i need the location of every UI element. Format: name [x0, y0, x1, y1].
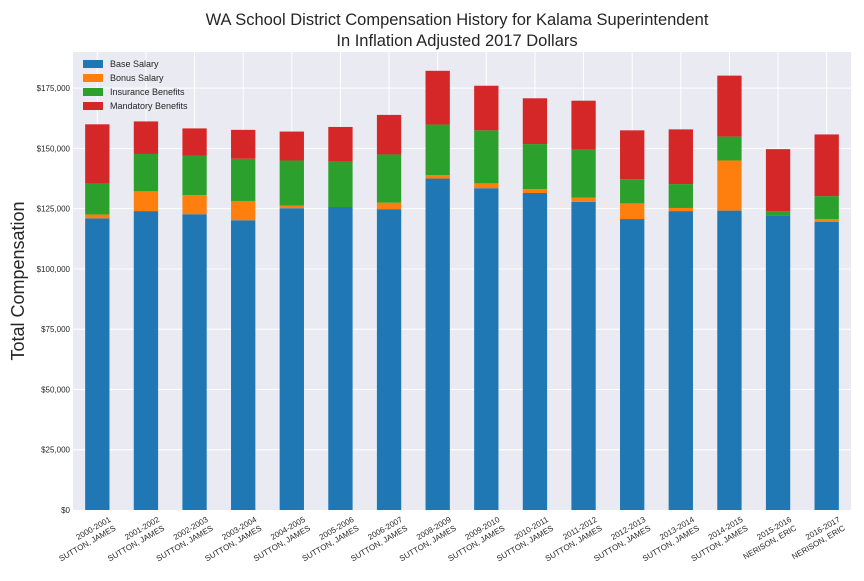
bar-base-salary: [668, 211, 693, 511]
bar-mandatory-benefits: [668, 129, 693, 185]
bar-bonus-salary: [620, 203, 645, 220]
bar-base-salary: [231, 220, 256, 510]
chart-title: WA School District Compensation History …: [206, 11, 709, 29]
bar-mandatory-benefits: [425, 70, 450, 125]
bar-bonus-salary: [522, 189, 548, 194]
bar-mandatory-benefits: [85, 124, 110, 184]
bar-bonus-salary: [571, 197, 596, 202]
bar-base-salary: [474, 188, 499, 510]
bar-bonus-salary: [376, 202, 402, 210]
y-axis-label: Total Compensation: [8, 201, 28, 360]
bar-base-salary: [279, 208, 304, 511]
bar-mandatory-benefits: [717, 75, 742, 137]
bar-base-salary: [133, 211, 159, 511]
bar-insurance-benefits: [231, 158, 256, 201]
bar-base-salary: [85, 218, 110, 511]
legend-label: Base Salary: [110, 59, 159, 69]
bar-mandatory-benefits: [522, 98, 548, 145]
bar-insurance-benefits: [717, 136, 742, 161]
bar-bonus-salary: [182, 195, 207, 215]
y-tick-label: $75,000: [41, 325, 70, 334]
bar-base-salary: [376, 209, 402, 510]
y-tick-label: $150,000: [37, 144, 71, 153]
bar-mandatory-benefits: [376, 114, 402, 155]
bar-base-salary: [522, 193, 548, 510]
bar-mandatory-benefits: [231, 129, 256, 159]
bar-base-salary: [717, 210, 742, 511]
bar-base-salary: [182, 214, 207, 510]
bar-insurance-benefits: [620, 179, 645, 204]
y-tick-label: $50,000: [41, 385, 70, 394]
bar-base-salary: [425, 178, 450, 511]
bar-mandatory-benefits: [133, 121, 159, 154]
bar-insurance-benefits: [765, 211, 791, 216]
bar-mandatory-benefits: [279, 131, 304, 161]
legend-swatch: [83, 74, 103, 82]
y-axis-ticks: $0 $25,000 $50,000 $75,000 $100,000 $125,000 $…: [37, 84, 71, 515]
y-tick-label: $100,000: [37, 265, 71, 274]
bar-mandatory-benefits: [571, 100, 596, 150]
bar-insurance-benefits: [279, 160, 304, 206]
legend-swatch: [83, 102, 103, 110]
bar-insurance-benefits: [328, 161, 353, 207]
bar-bonus-salary: [814, 219, 839, 222]
bar-bonus-salary: [717, 160, 742, 211]
legend: Base Salary Bonus Salary Insurance Benefit…: [83, 59, 188, 111]
legend-label: Insurance Benefits: [110, 87, 185, 97]
bar-mandatory-benefits: [474, 85, 499, 131]
bar-insurance-benefits: [814, 196, 839, 220]
bar-mandatory-benefits: [182, 128, 207, 156]
y-tick-label: $125,000: [37, 205, 71, 214]
bar-bonus-salary: [474, 183, 499, 189]
y-tick-label: $175,000: [37, 84, 71, 93]
bar-mandatory-benefits: [620, 130, 645, 180]
bar-mandatory-benefits: [765, 149, 791, 212]
bar-bonus-salary: [279, 205, 304, 209]
bar-insurance-benefits: [182, 155, 207, 196]
bar-bonus-salary: [425, 175, 450, 179]
bar-bonus-salary: [85, 214, 110, 219]
bar-insurance-benefits: [522, 144, 548, 190]
bar-insurance-benefits: [571, 149, 596, 198]
legend-label: Mandatory Benefits: [110, 101, 188, 111]
bar-mandatory-benefits: [814, 134, 839, 197]
legend-swatch: [83, 88, 103, 96]
chart-subtitle: In Inflation Adjusted 2017 Dollars: [336, 32, 577, 50]
bars: [85, 70, 839, 511]
bar-insurance-benefits: [668, 184, 693, 208]
bar-insurance-benefits: [376, 154, 402, 203]
bar-bonus-salary: [133, 191, 159, 212]
y-tick-label: $25,000: [41, 446, 70, 455]
bar-base-salary: [328, 206, 353, 511]
bar-base-salary: [620, 219, 645, 510]
legend-label: Bonus Salary: [110, 73, 164, 83]
legend-swatch: [83, 60, 103, 68]
bar-base-salary: [814, 221, 839, 510]
bar-insurance-benefits: [85, 183, 110, 215]
bar-bonus-salary: [231, 200, 256, 221]
bar-insurance-benefits: [133, 153, 159, 192]
bar-insurance-benefits: [425, 124, 450, 176]
bar-bonus-salary: [668, 207, 693, 212]
bar-insurance-benefits: [474, 130, 499, 184]
bar-mandatory-benefits: [328, 126, 353, 162]
bar-base-salary: [765, 215, 791, 511]
bar-base-salary: [571, 201, 596, 510]
y-tick-label: $0: [61, 506, 70, 515]
